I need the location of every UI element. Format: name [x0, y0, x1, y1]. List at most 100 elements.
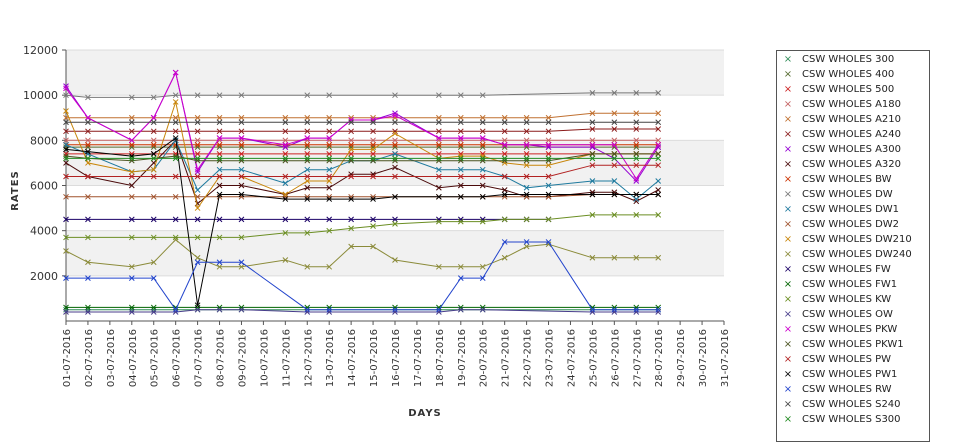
series-point	[216, 144, 223, 150]
legend-item: × CSW WHOLES FW1	[777, 277, 929, 292]
series-point	[655, 304, 662, 311]
series-point	[326, 114, 333, 121]
series-point	[150, 114, 157, 121]
series-point	[150, 173, 157, 180]
series-point	[304, 128, 311, 135]
legend-label: CSW WHOLES PW	[802, 354, 892, 365]
x-tick-label: 02-07-2016	[84, 329, 95, 387]
legend-marker-icon: ×	[783, 309, 793, 320]
legend-marker-icon: ×	[783, 264, 793, 275]
series-point	[282, 144, 289, 150]
series-point	[128, 137, 135, 144]
series-point	[633, 304, 640, 311]
series-point	[85, 306, 91, 313]
series-point	[611, 119, 618, 126]
series-point	[545, 182, 552, 189]
series-point	[304, 196, 311, 202]
x-tick-label: 08-07-2016	[216, 329, 227, 387]
series-point	[326, 184, 333, 191]
legend-marker-icon: ×	[783, 99, 793, 110]
series-point	[304, 178, 311, 184]
series-point	[457, 135, 464, 141]
series-point	[63, 146, 69, 153]
legend-label: CSW WHOLES A300	[802, 144, 902, 155]
x-tick-label: 16-07-2016	[391, 329, 402, 387]
series-point	[63, 234, 69, 241]
series-point	[128, 234, 135, 241]
series-point	[63, 108, 69, 114]
x-tick-label: 14-07-2016	[347, 329, 358, 387]
series-point	[545, 141, 552, 148]
series-point	[85, 144, 91, 150]
series-point	[523, 141, 530, 148]
series-point	[194, 151, 201, 157]
series-point	[238, 128, 245, 135]
series-point	[194, 304, 201, 311]
series-point	[348, 144, 354, 150]
series-line-19	[65, 71, 659, 180]
legend-item: × CSW WHOLES A180	[777, 97, 929, 112]
series-point	[545, 162, 552, 169]
series-point	[633, 175, 640, 182]
legend-item: × CSW WHOLES PW	[777, 352, 929, 367]
series-point	[326, 141, 333, 148]
series-point	[633, 306, 640, 313]
x-tick-label: 27-07-2016	[632, 329, 643, 387]
series-point	[63, 275, 69, 281]
y-tick-label: 8000	[30, 134, 58, 147]
series-point	[457, 128, 464, 135]
series-point	[238, 304, 245, 311]
series-point	[282, 216, 289, 223]
series-point	[545, 193, 552, 200]
x-tick-label: 05-07-2016	[150, 329, 161, 387]
legend-label: CSW WHOLES PKW	[802, 324, 898, 335]
series-point	[545, 114, 552, 121]
series-point	[194, 259, 201, 266]
rates-chart: 2000 4000 6000 8000 10000 12000 01-07-2016 02-0…	[10, 44, 930, 442]
series-point	[304, 173, 311, 180]
legend-label: CSW WHOLES DW2	[802, 219, 900, 230]
series-point	[392, 119, 398, 126]
series-point	[392, 157, 398, 164]
series-point	[392, 110, 398, 117]
series-point	[436, 193, 442, 200]
series-point	[326, 135, 333, 141]
series-point	[172, 309, 179, 315]
series-point	[436, 309, 442, 315]
series-point	[128, 304, 135, 311]
series-point	[304, 216, 311, 223]
legend-marker-icon: ×	[783, 234, 793, 245]
legend-marker-icon: ×	[783, 54, 793, 65]
series-point	[523, 243, 530, 250]
series-point	[523, 184, 530, 191]
x-tick-label: 10-07-2016	[259, 329, 270, 387]
series-point	[282, 151, 289, 157]
series-point	[611, 306, 618, 313]
series-point	[150, 216, 157, 223]
series-point	[633, 309, 640, 315]
series-point	[348, 117, 354, 123]
series-point	[655, 126, 662, 132]
series-point	[216, 166, 223, 173]
series-point	[128, 306, 135, 313]
series-point	[611, 141, 618, 148]
series-point	[172, 135, 179, 141]
series-point	[523, 151, 530, 157]
series-point	[457, 157, 464, 164]
legend-label: CSW WHOLES A240	[802, 129, 902, 140]
legend-item: × CSW WHOLES S240	[777, 397, 929, 412]
series-point	[128, 128, 135, 135]
series-point	[85, 137, 91, 144]
series-point	[194, 92, 201, 99]
legend-marker-icon: ×	[783, 114, 793, 125]
series-point	[370, 173, 376, 180]
legend-marker-icon: ×	[783, 249, 793, 260]
series-point	[238, 92, 245, 99]
series-point	[172, 216, 179, 223]
legend-item: × CSW WHOLES A320	[777, 157, 929, 172]
series-point	[589, 141, 596, 148]
series-point	[501, 155, 508, 162]
series-point	[523, 119, 530, 126]
series-point	[370, 216, 376, 223]
series-point	[216, 128, 223, 135]
